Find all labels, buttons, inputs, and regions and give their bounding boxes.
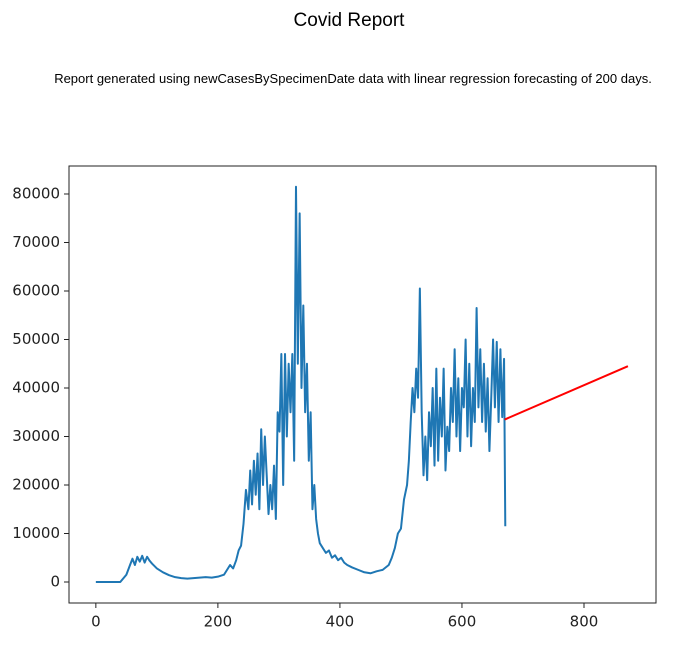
y-tick-label: 10000 bbox=[12, 524, 60, 542]
x-tick-label: 400 bbox=[326, 613, 355, 631]
y-tick-label: 70000 bbox=[12, 233, 60, 251]
y-tick-label: 50000 bbox=[12, 330, 60, 348]
y-tick-label: 0 bbox=[50, 572, 60, 590]
plot-frame bbox=[68, 165, 657, 604]
chart: 0100002000030000400005000060000700008000… bbox=[12, 165, 657, 631]
data-line bbox=[504, 365, 629, 421]
x-tick-label: 600 bbox=[448, 613, 477, 631]
y-tick-label: 80000 bbox=[12, 184, 60, 202]
x-tick-label: 200 bbox=[204, 613, 233, 631]
y-tick-label: 20000 bbox=[12, 475, 60, 493]
title: Covid Report bbox=[293, 10, 405, 31]
data-line bbox=[95, 185, 507, 583]
x-tick-label: 800 bbox=[570, 613, 599, 631]
y-tick-label: 40000 bbox=[12, 378, 60, 396]
x-tick-label: 0 bbox=[91, 613, 101, 631]
y-tick-label: 60000 bbox=[12, 281, 60, 299]
subtitle: Report generated using newCasesBySpecime… bbox=[54, 71, 652, 86]
y-tick-label: 30000 bbox=[12, 427, 60, 445]
